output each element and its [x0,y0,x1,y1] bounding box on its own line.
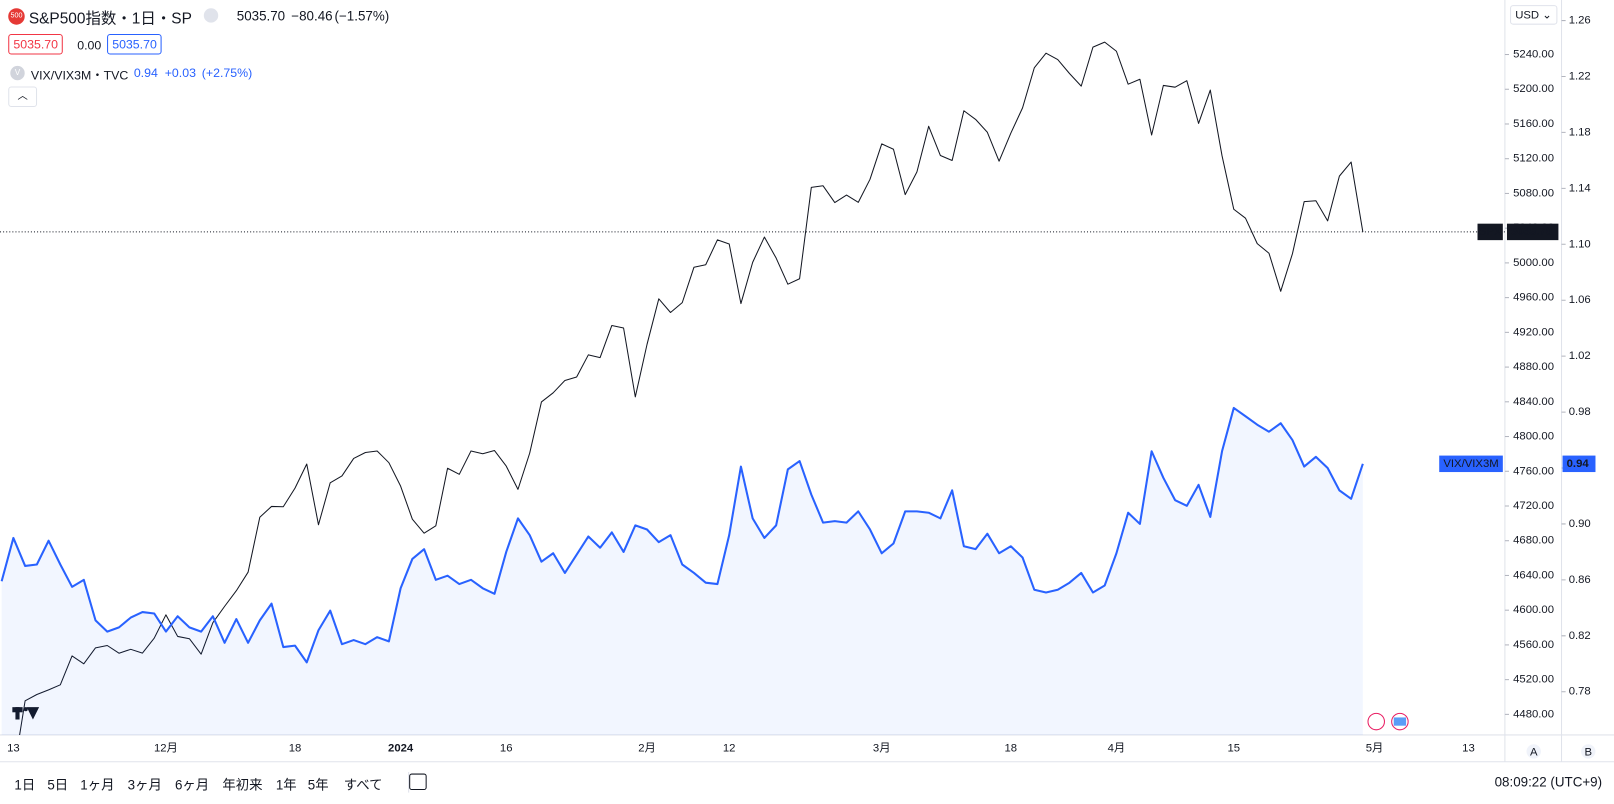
y2-tick-label: 0.90 [1569,518,1591,530]
y-tick-label: 4920.00 [1513,326,1554,338]
x-tick-label: 13 [1462,742,1475,754]
collapse-button[interactable]: ︿ [8,86,38,108]
y-tick-label: 5080.00 [1513,187,1554,199]
x-tick-label: 13 [7,742,20,754]
y2-tick-label: 1.02 [1569,350,1591,362]
axis-b-label[interactable]: B [1584,746,1592,758]
y-tick-label: 4600.00 [1513,604,1554,616]
x-tick-label: 2024 [388,742,414,754]
y-tick-label: 4720.00 [1513,500,1554,512]
y-tick-label: 4800.00 [1513,431,1554,443]
y2-tick-label: 1.22 [1569,70,1591,82]
series-tag-label: VIX/VIX3M [1443,458,1498,470]
price-tag-label: 0.94 [1567,458,1590,470]
y-tick-label: 4680.00 [1513,535,1554,547]
y-tick-label: 4560.00 [1513,639,1554,651]
y-tick-label: 4880.00 [1513,361,1554,373]
y-tick-label: 4840.00 [1513,396,1554,408]
y-tick-label: 4960.00 [1513,292,1554,304]
clock: 08:09:22 (UTC+9) [1494,774,1603,790]
x-tick-label: 12 [723,742,736,754]
range-button[interactable]: 6ヶ月 [174,777,210,793]
symbol-icon: 500 [8,8,25,25]
series-tag-label: SPX [1479,226,1502,238]
price-tag-label: 5035.70 [1511,226,1552,238]
x-tick-label: 18 [1005,742,1018,754]
x-tick-label: 16 [500,742,513,754]
range-button[interactable]: 1年 [275,777,297,793]
x-tick-label: 4月 [1108,742,1126,754]
axis-auto-label[interactable]: A [1530,746,1538,758]
series-tag [1439,455,1503,473]
range-button[interactable]: 1ヶ月 [80,777,115,793]
x-tick-label: 12月 [154,742,178,754]
range-button[interactable]: すべて [343,777,383,793]
series-tag [1477,223,1503,241]
toggle-icon[interactable] [203,8,219,23]
price-change-pct: (−1.57%) [334,8,390,24]
spread: 0.00 [77,38,102,53]
range-button[interactable]: 年初来 [222,777,263,793]
y-tick-label: 5160.00 [1513,118,1554,130]
y2-tick-label: 0.98 [1569,406,1591,418]
series-area [1,407,1363,735]
y2-tick-label: 1.14 [1569,182,1591,194]
tv-logo [12,707,40,720]
y2-tick-label: 1.18 [1569,126,1591,138]
y2-tick-label: 0.78 [1569,686,1591,698]
series-line [0,406,1364,664]
y-tick-label: 4520.00 [1513,674,1554,686]
date-range-icon[interactable] [409,773,427,791]
axis-b-button[interactable] [1581,744,1596,759]
compare-icon: V [10,65,25,81]
price-tag [1506,223,1559,241]
event-flags [1367,712,1409,731]
x-tick-label: 5月 [1366,742,1384,754]
y2-tick-label: 1.10 [1569,238,1591,250]
currency[interactable]: USD [1515,9,1540,22]
y-tick-label: 4640.00 [1513,569,1554,581]
y2-tick-label: 0.82 [1569,630,1591,642]
series-line [19,41,1364,735]
y2-tick-label: 0.86 [1569,574,1591,586]
range-button[interactable]: 1日 [14,777,36,793]
range-button[interactable]: 3ヶ月 [127,777,162,793]
y-tick-label: 5240.00 [1513,49,1554,61]
x-tick-label: 18 [289,742,302,754]
range-button[interactable]: 5日 [47,777,69,793]
compare-change-pct: (+2.75%) [201,65,253,81]
buy-price[interactable]: 5035.70 [107,33,163,55]
y-tick-label: 5200.00 [1513,83,1554,95]
compare-symbol[interactable]: VIX/VIX3M・TVC [30,67,129,83]
x-tick-label: 3月 [873,742,891,754]
last-price: 5035.70 [236,8,286,24]
x-tick-label: 15 [1227,742,1240,754]
y2-tick-label: 1.26 [1569,15,1591,27]
symbol-title[interactable]: S&P500指数・1日・SP [28,10,192,28]
price-change: −80.46 [291,8,333,24]
y-tick-label: 4480.00 [1513,708,1554,720]
y-tick-label: 5120.00 [1513,153,1554,165]
compare-last: 0.94 [133,65,158,81]
plot [0,41,1364,735]
y2-tick-label: 1.06 [1569,294,1591,306]
currency-select[interactable]: USD ⌄ [1510,5,1557,25]
range-button[interactable]: 5年 [307,777,329,793]
x-tick-label: 2月 [638,742,656,754]
y-tick-label: 5000.00 [1513,257,1554,269]
price-tag [1562,455,1596,473]
compare-change: +0.03 [164,65,196,81]
axis-auto-button[interactable] [1526,744,1541,759]
y-tick-label: 4760.00 [1513,465,1554,477]
sell-price[interactable]: 5035.70 [8,33,64,55]
